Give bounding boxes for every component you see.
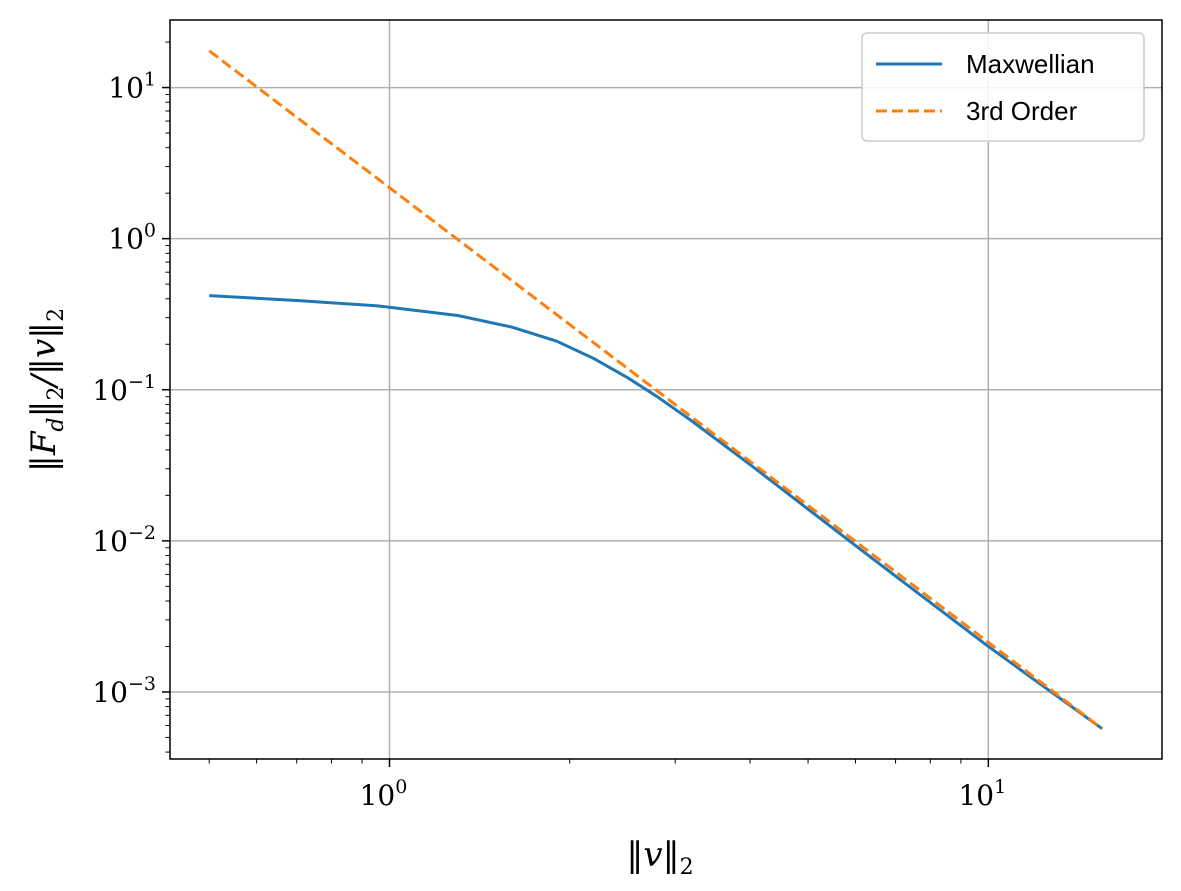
legend-label-3rd-order: 3rd Order bbox=[966, 96, 1078, 126]
legend-label-maxwellian: Maxwellian bbox=[966, 49, 1095, 79]
x-axis-label: ‖v‖2 bbox=[626, 835, 693, 880]
y-tick-label: 10−1 bbox=[92, 371, 156, 407]
x-tick-label: 101 bbox=[958, 776, 1006, 812]
legend: Maxwellian 3rd Order bbox=[861, 32, 1145, 142]
legend-box bbox=[861, 32, 1145, 142]
series-line-3rd-order bbox=[208, 49, 1104, 731]
y-tick-label: 10−2 bbox=[92, 522, 156, 558]
y-tick-label: 100 bbox=[108, 220, 156, 256]
y-axis-label: ‖Fd‖2/‖v‖2 bbox=[24, 308, 69, 472]
series-line-maxwellian bbox=[209, 294, 1104, 731]
y-tick-label: 101 bbox=[108, 69, 156, 105]
x-tick-label: 100 bbox=[360, 776, 408, 812]
y-tick-label: 10−3 bbox=[92, 673, 156, 709]
ticks: 100 101 10−3 10−2 10−1 100 101 bbox=[92, 41, 1006, 812]
series-layer bbox=[208, 49, 1104, 731]
